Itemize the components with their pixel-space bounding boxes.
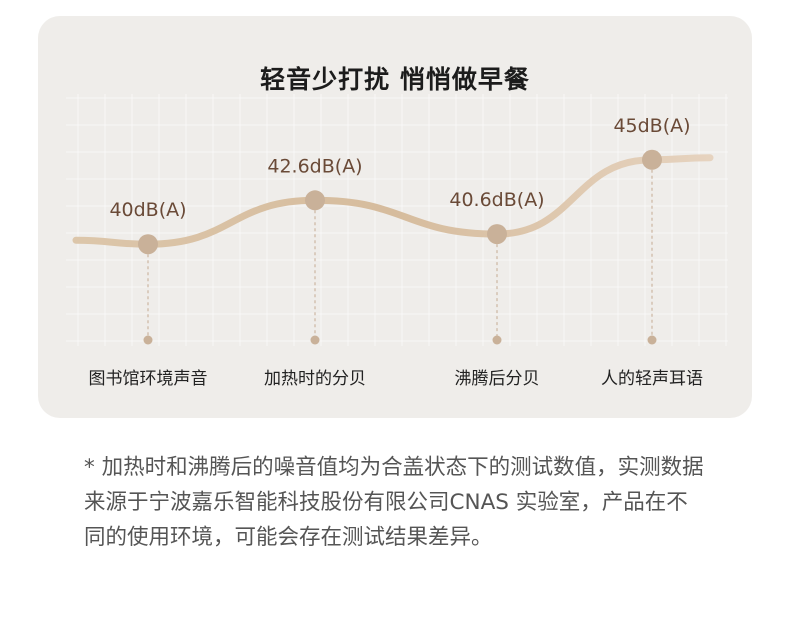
category-label: 人的轻声耳语 <box>601 369 703 389</box>
chart-title: 轻音少打扰 悄悄做早餐 <box>260 65 530 94</box>
leader-dot <box>143 335 153 345</box>
data-label: 42.6dB(A) <box>267 155 362 177</box>
category-label: 沸腾后分贝 <box>455 369 540 389</box>
chart-card: 轻音少打扰 悄悄做早餐 40dB(A) 图书馆环境声音 42.6dB(A) 加热时的分… <box>38 16 752 418</box>
data-point <box>305 190 325 211</box>
leader-dot <box>492 335 502 345</box>
chart-grid <box>66 94 728 346</box>
leader-dot <box>647 335 657 345</box>
data-label: 45dB(A) <box>613 115 690 137</box>
leader-dot <box>310 335 320 345</box>
category-label: 加热时的分贝 <box>264 369 366 389</box>
data-label: 40dB(A) <box>109 199 186 221</box>
category-label: 图书馆环境声音 <box>89 369 208 389</box>
data-label: 40.6dB(A) <box>449 189 544 211</box>
chart-plot: 40dB(A) 图书馆环境声音 42.6dB(A) 加热时的分贝 40.6dB(A) 沸腾… <box>66 94 728 389</box>
footnote: * 加热时和沸腾后的噪音值均为合盖状态下的测试数值，实测数据来源于宁波嘉乐智能科… <box>84 455 704 550</box>
data-point <box>642 149 662 170</box>
data-point <box>138 234 158 255</box>
data-point <box>487 224 507 245</box>
